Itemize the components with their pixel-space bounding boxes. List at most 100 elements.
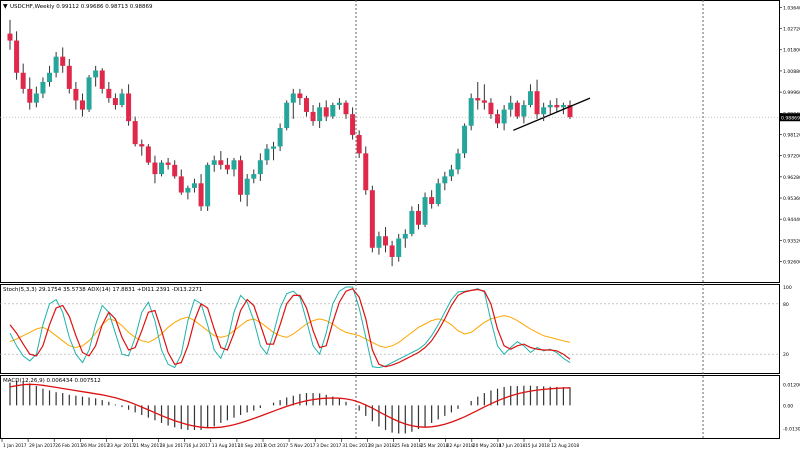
candle-body xyxy=(99,70,105,89)
candle-body xyxy=(514,102,520,117)
candle-body xyxy=(126,93,132,122)
price-panel[interactable] xyxy=(0,19,780,267)
candle-body xyxy=(132,121,138,145)
candle-body xyxy=(271,146,277,149)
candle-body xyxy=(27,88,33,103)
candle-body xyxy=(323,107,329,117)
x-tick-label: 23 Apr 2017 xyxy=(107,443,134,449)
candle-body xyxy=(152,162,158,175)
price-tick-label: 1.02720 xyxy=(783,27,800,33)
current-price-tag xyxy=(780,113,800,122)
x-tick-label: 13 Aug 2017 xyxy=(212,443,240,449)
x-tick-label: 26 Mar 2017 xyxy=(81,443,109,449)
candle-body xyxy=(257,160,263,175)
macd-header-label: MACD(12,26,9) 0.006434 0.007512 xyxy=(3,378,101,384)
candle-body xyxy=(290,93,296,103)
candle-body xyxy=(119,93,125,106)
candle-body xyxy=(317,107,323,122)
candle-body xyxy=(159,162,165,175)
stoch-panel[interactable] xyxy=(0,286,780,369)
candle-body xyxy=(369,190,375,248)
candle-body xyxy=(554,105,560,108)
candle-body xyxy=(47,72,53,82)
candle-body xyxy=(73,88,79,101)
support-trendline xyxy=(513,97,591,131)
candle-body xyxy=(475,98,481,101)
macd-tick-label: -0.01303 xyxy=(783,426,800,432)
macd-signal-line xyxy=(9,383,571,429)
x-tick-label: 8 Oct 2017 xyxy=(264,443,289,449)
x-tick-label: 10 Sep 2017 xyxy=(238,443,266,449)
macd-panel-frame xyxy=(0,375,780,439)
candle-body xyxy=(264,148,270,161)
candle-body xyxy=(60,56,66,66)
candle-body xyxy=(251,174,257,179)
candle-body xyxy=(429,197,435,205)
macd-panel[interactable] xyxy=(9,380,571,434)
candle-body xyxy=(383,236,389,246)
x-tick-label: 21 May 2017 xyxy=(134,443,163,449)
candle-body xyxy=(415,210,421,225)
x-tick-label: 15 Jul 2018 xyxy=(525,443,550,449)
candle-body xyxy=(376,236,382,248)
candle-body xyxy=(468,98,474,126)
candle-body xyxy=(139,144,145,147)
candle-body xyxy=(330,105,336,117)
candle-body xyxy=(363,153,369,191)
candle-body xyxy=(205,164,211,207)
candle-body xyxy=(303,98,309,112)
macd-tick-label: 0.00 xyxy=(783,403,793,409)
candle-body xyxy=(501,109,507,124)
candle-body xyxy=(231,160,237,170)
candle-body xyxy=(448,169,454,177)
candle-body xyxy=(435,183,441,205)
price-panel-frame xyxy=(0,0,780,283)
candle-body xyxy=(33,93,39,103)
x-tick-label: 20 May 2018 xyxy=(473,443,502,449)
candle-body xyxy=(238,160,244,195)
stoch-tick-label: 80 xyxy=(783,302,789,308)
candle-body xyxy=(106,88,112,99)
x-tick-label: 28 Jan 2018 xyxy=(368,443,395,449)
x-tick-label: 1 Jan 2017 xyxy=(3,443,27,449)
candle-body xyxy=(560,105,566,108)
candle-body xyxy=(178,176,184,193)
x-tick-label: 22 Apr 2018 xyxy=(447,443,474,449)
x-tick-label: 25 Mar 2018 xyxy=(421,443,449,449)
candle-body xyxy=(462,125,468,154)
candle-body xyxy=(534,91,540,115)
price-tick-label: 1.01800 xyxy=(783,48,800,54)
x-tick-label: 12 Aug 2018 xyxy=(551,443,579,449)
stoch-panel-frame xyxy=(0,284,780,374)
candle-body xyxy=(86,77,92,110)
candle-body xyxy=(191,183,197,188)
candle-body xyxy=(521,105,527,117)
candle-body xyxy=(79,100,85,110)
candle-body xyxy=(53,56,59,73)
x-tick-label: 29 Jan 2017 xyxy=(29,443,56,449)
candle-body xyxy=(172,164,178,177)
candle-body xyxy=(402,233,408,239)
x-tick-label: 26 Feb 2017 xyxy=(55,443,83,449)
stoch-tick-label: 20 xyxy=(783,352,789,358)
candle-body xyxy=(389,245,395,257)
candle-body xyxy=(422,197,428,225)
stoch-tick-label: 100 xyxy=(783,285,792,291)
candle-body xyxy=(112,98,118,106)
x-tick-label: 25 Feb 2018 xyxy=(395,443,423,449)
candle-body xyxy=(547,105,553,108)
candle-body xyxy=(284,102,290,129)
candle-body xyxy=(224,164,230,170)
